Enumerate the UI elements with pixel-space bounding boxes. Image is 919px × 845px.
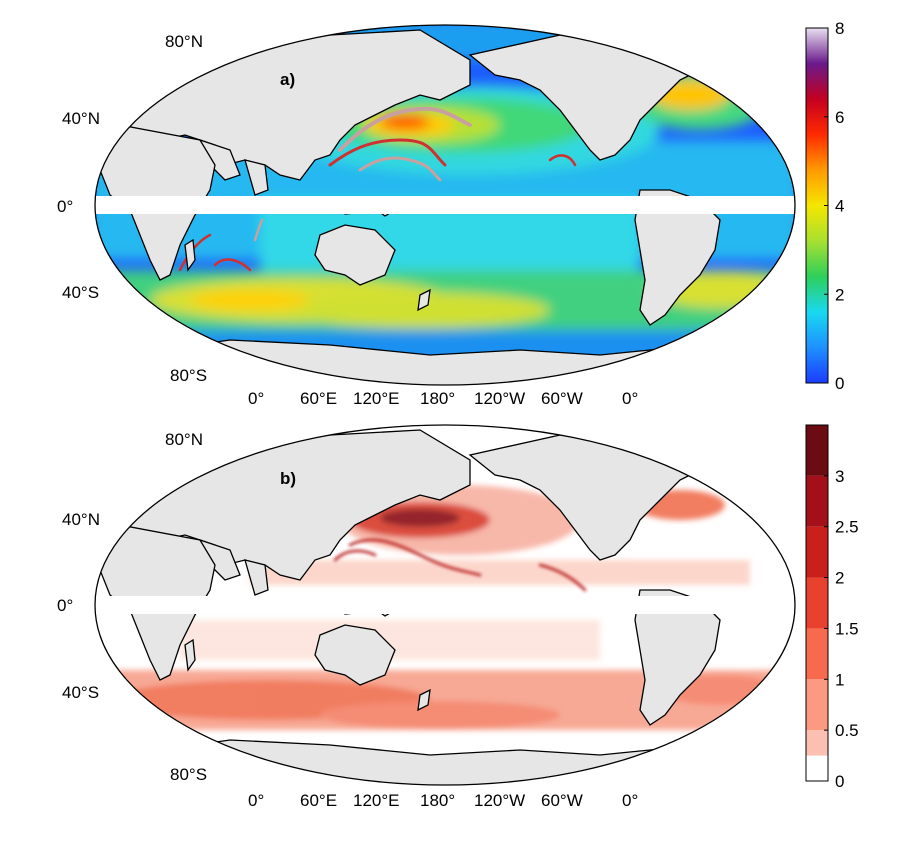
- panel-b-map: [94, 424, 796, 786]
- lon-label: 0°: [622, 389, 638, 408]
- equator-mask-a: [95, 196, 795, 214]
- colorbar-b-tick-label: 2: [835, 569, 844, 588]
- colorbar-a-tick-label: 2: [835, 285, 844, 304]
- lat-label: 40°S: [62, 683, 99, 702]
- colorbar-b-tick-label: 0: [835, 772, 844, 791]
- panel-a-field: [95, 25, 795, 385]
- colorbar-b-tick-label: 2.5: [835, 518, 859, 537]
- panel-b-field: [95, 425, 795, 785]
- lat-label: 80°N: [165, 32, 203, 51]
- colorbar-a-tick-label: 8: [835, 19, 844, 38]
- colorbar-b-band: [806, 425, 828, 476]
- colorbar-b-tick-label: 1: [835, 670, 844, 689]
- colorbar-b-band: [806, 730, 828, 756]
- colorbar-b-band: [806, 755, 828, 781]
- lat-label: 80°S: [170, 765, 207, 784]
- map-frame-a: [94, 24, 796, 386]
- lat-label: 0°: [57, 197, 73, 216]
- lat-label: 0°: [57, 596, 73, 615]
- lat-label: 40°N: [62, 510, 100, 529]
- map-frame-b: [94, 424, 796, 786]
- colorbar-b-band: [806, 679, 828, 731]
- colorbar-a: 8 6 4 2 0: [805, 19, 844, 393]
- colorbar-b-band: [806, 628, 828, 680]
- lat-label: 40°S: [62, 283, 99, 302]
- colorbar-b-tick-label: 1.5: [835, 619, 859, 638]
- lon-label: 60°W: [541, 791, 583, 810]
- equator-mask-b: [95, 596, 795, 614]
- lat-label: 40°N: [62, 109, 100, 128]
- colorbar-a-tick-label: 6: [835, 108, 844, 127]
- colorbar-a-tick-label: 0: [835, 374, 844, 393]
- lon-label: 60°E: [300, 389, 337, 408]
- colorbar-a-tick-label: 4: [835, 197, 844, 216]
- lon-label: 60°E: [300, 791, 337, 810]
- lat-label: 80°N: [165, 430, 203, 449]
- lon-label: 120°E: [353, 389, 400, 408]
- colorbar-b-tick-label: 3: [835, 467, 844, 486]
- lon-label: 180°: [420, 791, 455, 810]
- lon-label: 120°W: [474, 389, 525, 408]
- panel-a-map: [94, 24, 796, 386]
- colorbar-b-band: [806, 526, 828, 578]
- colorbar-b-band: [806, 475, 828, 527]
- lon-label: 60°W: [541, 389, 583, 408]
- lon-label: 0°: [248, 791, 264, 810]
- colorbar-b: 3 2.5 2 1.5 1 0.5 0: [805, 424, 859, 791]
- panel-a-label: a): [280, 70, 295, 89]
- lon-label: 120°W: [474, 791, 525, 810]
- colorbar-b-frame: [805, 424, 829, 782]
- lon-label: 0°: [248, 389, 264, 408]
- lon-label: 180°: [420, 389, 455, 408]
- colorbar-b-tick-label: 0.5: [835, 721, 859, 740]
- lon-label: 120°E: [353, 791, 400, 810]
- panel-b-label: b): [280, 469, 296, 488]
- lon-label: 0°: [622, 791, 638, 810]
- colorbar-b-band: [806, 577, 828, 629]
- lat-label: 80°S: [170, 366, 207, 385]
